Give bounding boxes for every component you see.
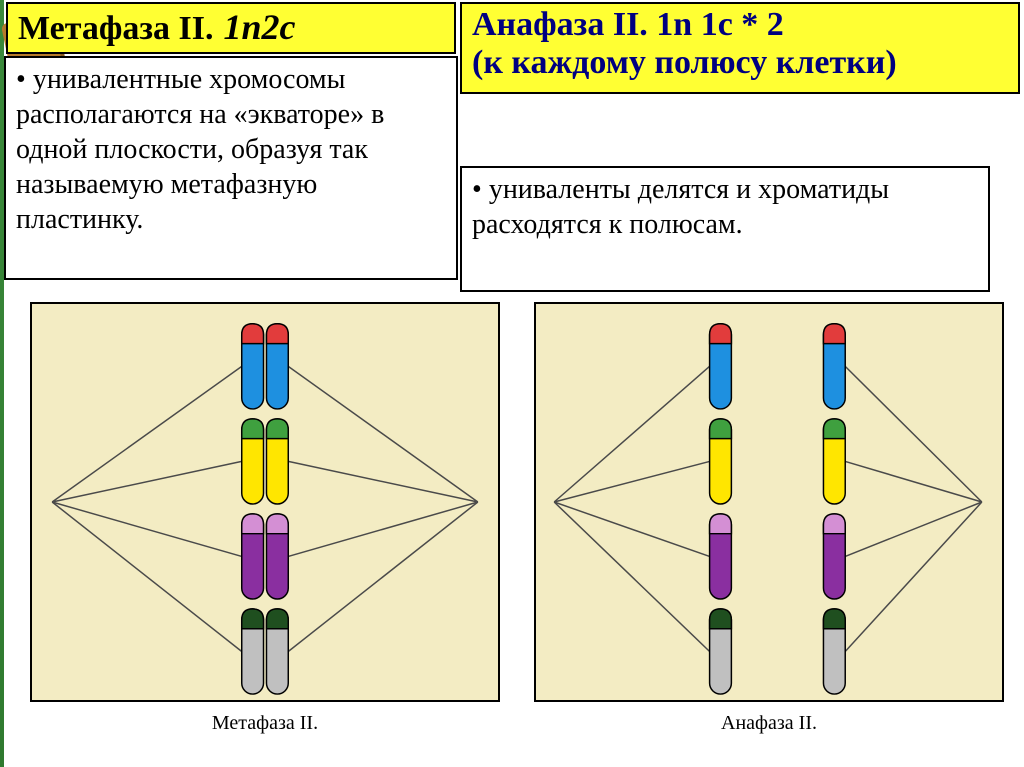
title-left-phase: Метафаза II. <box>18 10 214 48</box>
metaphase-svg <box>32 304 498 700</box>
desc-left-text: унивалентные хромосомы располагаются на … <box>16 62 446 237</box>
title-right-sub: (к каждому полюсу клетки) <box>472 44 1008 82</box>
title-left-formula: 1n2c <box>224 6 296 48</box>
title-right-phase: Анафаза II. 1n 1c * 2 <box>472 6 1008 44</box>
caption-left: Метафаза II. <box>30 712 500 735</box>
title-right: Анафаза II. 1n 1c * 2 (к каждому полюсу … <box>460 2 1020 94</box>
metaphase-panel <box>30 302 500 702</box>
anaphase-panel <box>534 302 1004 702</box>
title-left: Метафаза II. 1n2c <box>6 2 456 54</box>
desc-left-box: унивалентные хромосомы располагаются на … <box>4 56 458 280</box>
desc-right-text: униваленты делятся и хроматиды расходятс… <box>472 172 978 242</box>
anaphase-svg <box>536 304 1002 700</box>
desc-right-box: униваленты делятся и хроматиды расходятс… <box>460 166 990 292</box>
caption-right: Анафаза II. <box>534 712 1004 735</box>
